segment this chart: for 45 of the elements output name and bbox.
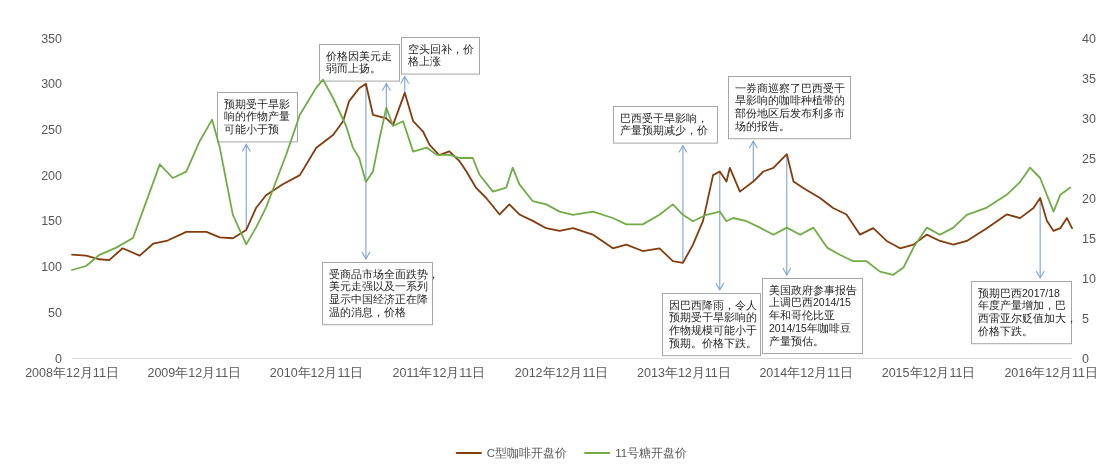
annotation: 一券商巡察了巴西受干旱影响的咖啡种植带的部份地区后发布利多市场的报告。 — [728, 76, 851, 183]
y2-tick-label: 0 — [1082, 351, 1089, 366]
x-tick-label: 2012年12月11日 — [514, 366, 609, 380]
annotation: 预期受干旱影响的作物产量可能小于预 — [224, 97, 290, 136]
annotation: 美国政府参事报告上调巴西2014/15年和哥伦比亚2014/15年咖啡豆产量预估。 — [769, 283, 857, 347]
annotation: 受商品市场全面跌势，美元走强以及一系列显示中国经济正在降温的消息，价格 — [329, 267, 439, 318]
annotation: 因巴西降雨，令人预期受干旱影响的作物规模可能小于预期。价格下跌。 — [662, 170, 761, 357]
annotation: 价格因美元走弱而上扬。 — [325, 49, 392, 75]
x-tick-label: 2014年12月11日 — [759, 366, 854, 380]
x-tick-label: 2013年12月11日 — [637, 366, 731, 380]
legend-label: C型咖啡开盘价 — [486, 447, 568, 459]
annotation: 巴西受干旱影响，产量预期减少，价 — [613, 106, 718, 264]
annotation: 美国政府参事报告上调巴西2014/15年和哥伦比亚2014/15年咖啡豆产量预估。 — [762, 153, 863, 354]
y-tick-label: 150 — [41, 214, 62, 229]
x-tick-label: 2016年12月11日 — [1004, 366, 1098, 380]
annotation: 预期巴西2017/18年度产量增加，巴西雷亚尔贬值加大，价格下跌。 — [971, 197, 1077, 345]
x-tick-label: 2008年12月11日 — [25, 366, 119, 380]
y-tick-label: 100 — [41, 260, 62, 275]
y-tick-label: 300 — [41, 77, 62, 92]
annotation: 预期巴西2017/18年度产量增加，巴西雷亚尔贬值加大，价格下跌。 — [977, 286, 1077, 337]
y2-tick-label: 25 — [1082, 151, 1096, 166]
annotation: 价格因美元走弱而上扬。 — [319, 44, 400, 119]
y2-tick-label: 5 — [1082, 311, 1089, 326]
y2-tick-label: 30 — [1082, 111, 1096, 126]
y2-tick-label: 35 — [1082, 71, 1096, 86]
y-tick-label: 250 — [41, 122, 62, 137]
y2-tick-label: 40 — [1082, 31, 1096, 46]
legend-label: 11号糖开盘价 — [615, 447, 688, 459]
annotation: 预期受干旱影响的作物产量可能小于预 — [217, 92, 298, 231]
annotation: 一券商巡察了巴西受干旱影响的咖啡种植带的部份地区后发布利多市场的报告。 — [734, 81, 845, 132]
y-tick-label: 350 — [41, 31, 62, 46]
annotation: 巴西受干旱影响，产量预期减少，价 — [620, 111, 708, 137]
annotation: 因巴西降雨，令人预期受干旱影响的作物规模可能小于预期。价格下跌。 — [668, 298, 757, 349]
y2-tick-label: 20 — [1082, 191, 1096, 206]
x-tick-label: 2011年12月11日 — [392, 366, 486, 380]
x-tick-label: 2010年12月11日 — [269, 366, 364, 380]
y-tick-label: 0 — [55, 351, 62, 366]
annotation: 空头回补，价格上涨 — [407, 42, 474, 68]
annotation: 空头回补，价格上涨 — [400, 37, 480, 94]
y2-tick-label: 10 — [1082, 271, 1096, 286]
y-tick-label: 50 — [48, 305, 62, 320]
x-tick-label: 2009年12月11日 — [147, 366, 242, 380]
y-tick-label: 200 — [41, 168, 62, 183]
y2-tick-label: 15 — [1082, 231, 1096, 246]
x-tick-label: 2015年12月11日 — [881, 366, 976, 380]
